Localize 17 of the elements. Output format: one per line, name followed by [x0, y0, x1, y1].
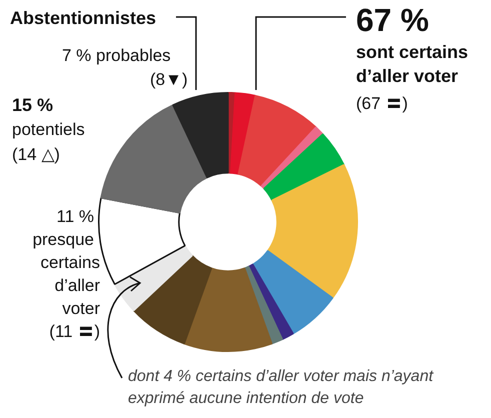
text: voter	[62, 299, 100, 319]
text: 15 %	[12, 95, 54, 115]
text: (67 〓)	[356, 94, 408, 114]
text: (8▼)	[150, 70, 188, 90]
text: Abstentionnistes	[10, 8, 156, 28]
text: presque	[32, 230, 94, 250]
text: 67 %	[356, 2, 429, 38]
text: potentiels	[12, 120, 85, 140]
text: (14 △)	[12, 145, 60, 165]
text: certains	[40, 253, 100, 273]
text: sont certains	[356, 42, 468, 62]
text: d’aller voter	[356, 66, 458, 86]
text: d’aller	[54, 276, 100, 296]
text: 11 %	[56, 207, 94, 227]
text: dont 4 % certains d’aller voter mais n’ayant exprimé aucune intention de vote	[128, 367, 435, 409]
text: 7 % probables	[62, 46, 171, 66]
text: (11 〓)	[49, 322, 100, 342]
